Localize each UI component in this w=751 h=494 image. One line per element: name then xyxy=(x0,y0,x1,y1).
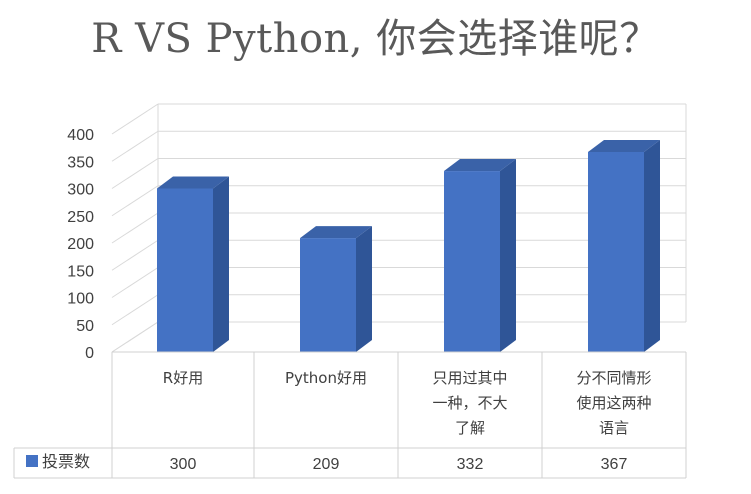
legend-label: 投票数 xyxy=(42,452,90,471)
bar-side xyxy=(500,159,516,352)
category-label: 语言 xyxy=(599,419,629,437)
category-label: 了解 xyxy=(455,419,485,437)
y-tick-label: 100 xyxy=(67,291,94,308)
bar-front xyxy=(444,171,500,352)
bar xyxy=(444,159,516,352)
bar-top xyxy=(444,159,516,172)
y-tick-label: 300 xyxy=(67,182,94,199)
bar-front xyxy=(300,238,356,352)
y-tick-label: 50 xyxy=(76,318,94,335)
category-label: R好用 xyxy=(163,369,203,387)
chart-title: R VS Python, 你会选择谁呢？ xyxy=(91,16,660,62)
bar xyxy=(157,176,229,352)
y-tick-label: 400 xyxy=(67,127,94,144)
bar-side xyxy=(356,226,372,352)
bar-top xyxy=(588,139,660,152)
bar-side xyxy=(213,176,229,352)
y-tick-label: 150 xyxy=(67,263,94,280)
y-tick-label: 200 xyxy=(67,236,94,253)
bar-top xyxy=(300,226,372,239)
bars xyxy=(157,139,660,352)
bar xyxy=(588,139,660,352)
bar xyxy=(300,226,372,352)
legend-swatch xyxy=(26,455,38,467)
value-cell: 209 xyxy=(313,456,340,473)
value-cell: 367 xyxy=(601,456,628,473)
category-label: 使用这两种 xyxy=(576,394,651,412)
bar-side xyxy=(644,139,660,352)
bar-top xyxy=(157,176,229,189)
bar-front xyxy=(588,151,644,352)
category-label: 分不同情形 xyxy=(576,369,651,387)
category-label: 一种，不大 xyxy=(432,394,507,412)
value-cell: 332 xyxy=(457,456,484,473)
value-cell: 300 xyxy=(170,456,197,473)
y-tick-label: 350 xyxy=(67,154,94,171)
category-label: 只用过其中 xyxy=(432,369,507,387)
y-tick-label: 250 xyxy=(67,209,94,226)
y-tick-label: 0 xyxy=(85,345,94,362)
bar-front xyxy=(157,188,213,352)
category-label: Python好用 xyxy=(285,369,367,387)
y-axis: 0 50 100 150 200 250 300 350 400 xyxy=(67,127,94,362)
